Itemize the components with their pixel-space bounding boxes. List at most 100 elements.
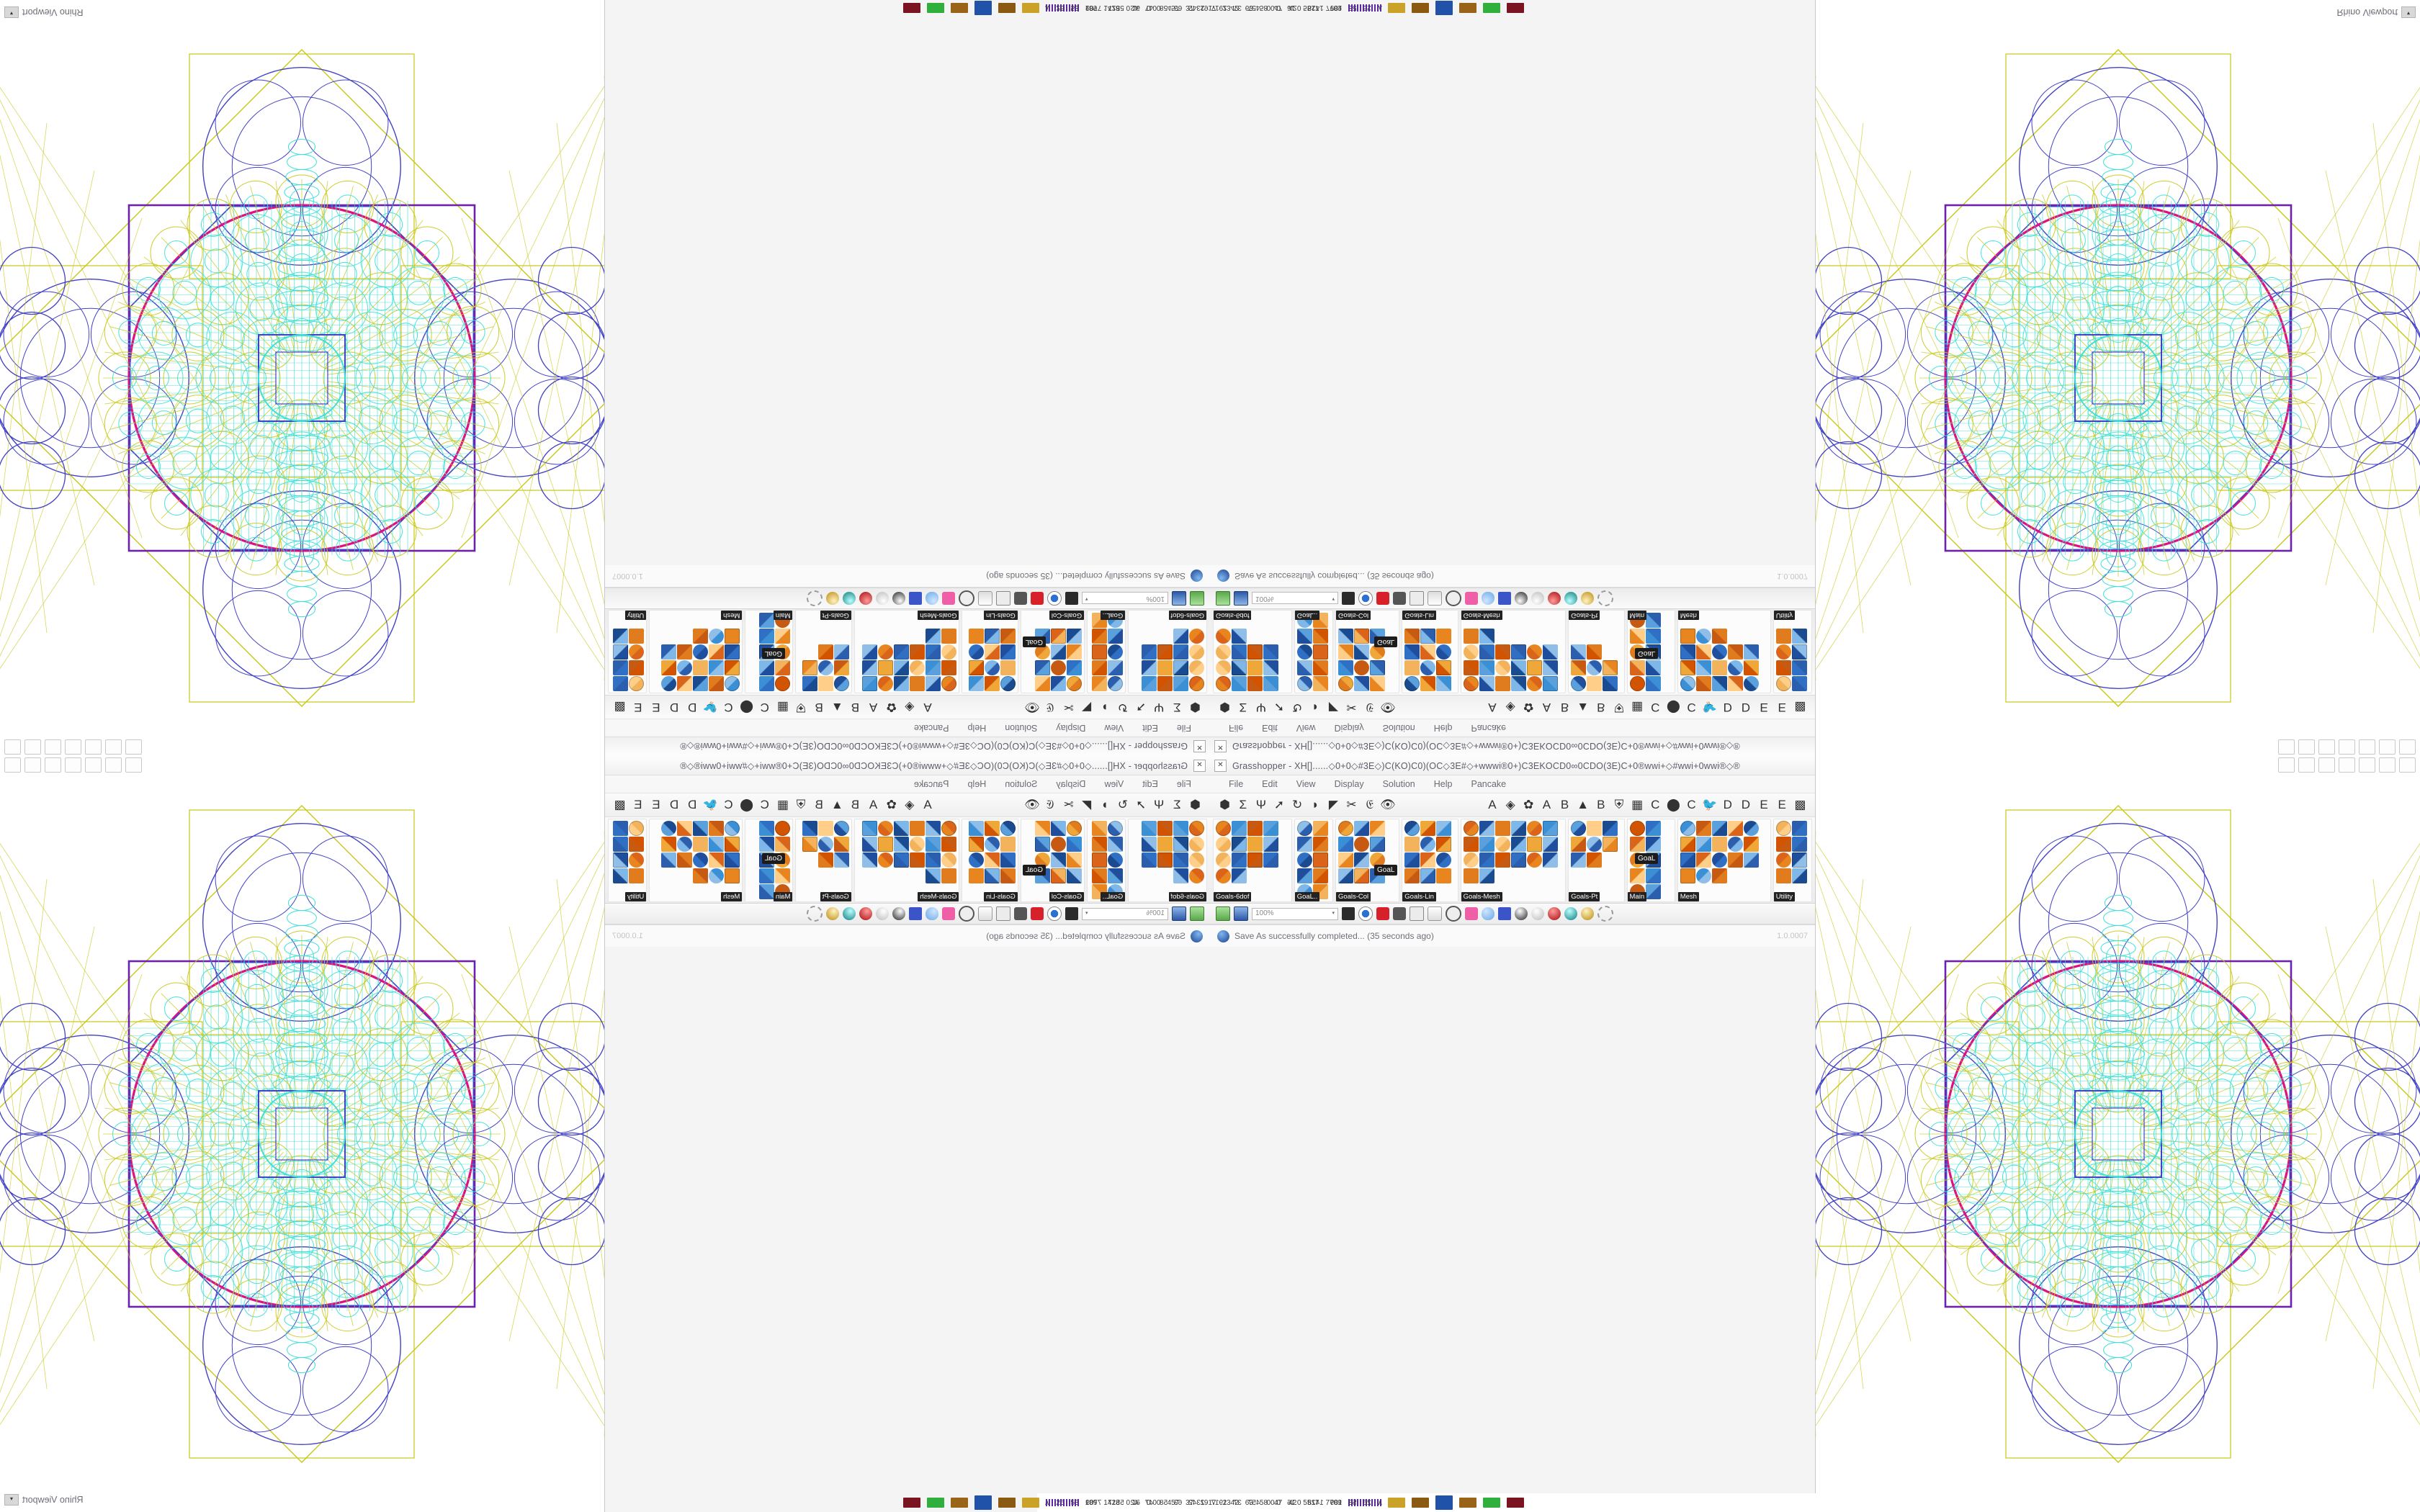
component-icon[interactable]	[1526, 676, 1542, 691]
component-tab-glyph[interactable]: C	[1651, 701, 1660, 714]
component-icon[interactable]	[1680, 821, 1695, 836]
component-tab-glyph[interactable]: ✿	[1523, 701, 1534, 714]
caret-icon[interactable]: ∧	[1044, 4, 1050, 12]
component-icon[interactable]	[1173, 644, 1188, 660]
component-tab-glyph[interactable]: E	[1778, 701, 1786, 714]
component-icon[interactable]	[709, 644, 725, 660]
component-icon[interactable]	[878, 852, 894, 868]
component-icon[interactable]	[1645, 613, 1661, 628]
component-icon[interactable]	[1680, 644, 1695, 660]
component-icon[interactable]	[1711, 629, 1727, 644]
component-icon[interactable]	[725, 660, 740, 675]
component-icon[interactable]	[1743, 676, 1759, 691]
preview-shaded-icon[interactable]	[1515, 592, 1528, 605]
save-file-icon[interactable]	[1172, 591, 1186, 606]
component-icon[interactable]	[1727, 821, 1743, 836]
component-icon[interactable]	[1775, 837, 1791, 852]
component-icon[interactable]	[1494, 660, 1510, 675]
component-tab-glyph[interactable]: C	[760, 798, 769, 811]
component-tab-glyph[interactable]: A	[869, 701, 878, 714]
component-icon[interactable]	[1263, 644, 1278, 660]
component-icon[interactable]	[1436, 852, 1452, 868]
component-icon[interactable]	[1108, 629, 1124, 644]
component-icon[interactable]	[1436, 660, 1452, 675]
help-icon[interactable]	[1465, 907, 1478, 920]
component-tab-glyph[interactable]: Σ	[1173, 701, 1181, 714]
component-icon[interactable]	[709, 837, 725, 852]
help-icon[interactable]	[942, 907, 955, 920]
component-icon[interactable]	[1494, 644, 1510, 660]
cluster-icon[interactable]	[909, 907, 922, 920]
component-tab-glyph[interactable]: ▦	[776, 701, 789, 714]
component-tab-glyph[interactable]: 𝔈	[1047, 798, 1054, 811]
component-icon[interactable]	[1157, 644, 1173, 660]
component-icon[interactable]	[775, 868, 791, 883]
menu-item-file[interactable]: File	[1229, 723, 1244, 733]
component-icon[interactable]	[1775, 629, 1791, 644]
component-icon[interactable]	[1216, 868, 1231, 883]
component-icon[interactable]	[1312, 660, 1328, 675]
component-icon[interactable]	[1296, 676, 1312, 691]
ribbon-group-label[interactable]: Main	[1627, 892, 1647, 901]
component-icon[interactable]	[1108, 660, 1124, 675]
component-icon[interactable]	[1232, 660, 1247, 675]
component-icon[interactable]	[677, 852, 693, 868]
component-icon[interactable]	[1173, 821, 1188, 836]
component-icon[interactable]	[1420, 629, 1436, 644]
component-icon[interactable]	[1067, 676, 1083, 691]
bake-icon[interactable]	[1031, 907, 1044, 920]
component-icon[interactable]	[1571, 852, 1587, 868]
ribbon-group-label[interactable]: Goals-Pt	[820, 611, 851, 620]
component-icon[interactable]	[725, 852, 740, 868]
ribbon-group-label[interactable]: Goals-Pt	[1569, 892, 1600, 901]
component-icon[interactable]	[693, 852, 709, 868]
component-icon[interactable]	[894, 837, 910, 852]
component-icon[interactable]	[862, 660, 878, 675]
component-tab-glyph[interactable]: B	[815, 798, 823, 811]
component-icon[interactable]	[613, 644, 629, 660]
component-tab-glyph[interactable]: ✿	[886, 798, 897, 811]
component-icon[interactable]	[1463, 821, 1479, 836]
component-icon[interactable]	[1051, 629, 1067, 644]
component-icon[interactable]	[1312, 629, 1328, 644]
component-icon[interactable]	[1353, 837, 1369, 852]
profiler-icon[interactable]	[1014, 907, 1027, 920]
component-tab-glyph[interactable]: ⬢	[1190, 701, 1201, 714]
component-icon[interactable]	[1680, 629, 1695, 644]
ribbon-group-label[interactable]: Goals-Mesh	[918, 611, 959, 620]
component-icon[interactable]	[833, 852, 849, 868]
component-icon[interactable]	[1232, 644, 1247, 660]
component-icon[interactable]	[1404, 676, 1420, 691]
component-icon[interactable]	[1542, 676, 1558, 691]
component-icon[interactable]	[725, 821, 740, 836]
component-icon[interactable]	[1000, 676, 1016, 691]
component-icon[interactable]	[661, 852, 677, 868]
selection-icon[interactable]	[807, 906, 823, 922]
component-icon[interactable]	[984, 629, 1000, 644]
component-icon[interactable]	[677, 676, 693, 691]
component-tab-glyph[interactable]: D	[1723, 798, 1732, 811]
component-tab-glyph[interactable]: 👁	[1380, 798, 1396, 811]
ribbon-group-label[interactable]: Goals-Mesh	[1461, 611, 1502, 620]
component-icon[interactable]	[1092, 852, 1108, 868]
component-icon[interactable]	[926, 660, 941, 675]
zoom-extents-icon[interactable]	[1065, 907, 1078, 920]
component-icon[interactable]	[910, 852, 926, 868]
component-icon[interactable]	[1232, 837, 1247, 852]
component-tab-glyph[interactable]: ◈	[905, 701, 915, 714]
menu-item-file[interactable]: File	[1176, 723, 1191, 733]
preview-gold-icon[interactable]	[1581, 907, 1594, 920]
component-icon[interactable]	[1695, 660, 1711, 675]
zoom-extents-icon[interactable]	[1342, 907, 1355, 920]
component-icon[interactable]	[1142, 821, 1157, 836]
component-tab-glyph[interactable]: ↻	[1117, 798, 1128, 811]
component-tab-glyph[interactable]: ▲	[830, 701, 843, 714]
selection-icon[interactable]	[807, 590, 823, 606]
component-icon[interactable]	[1526, 660, 1542, 675]
component-icon[interactable]	[1232, 676, 1247, 691]
component-tab-glyph[interactable]: ⬢	[1219, 798, 1230, 811]
zoom-extents-icon[interactable]	[1342, 592, 1355, 605]
component-icon[interactable]	[1775, 852, 1791, 868]
ribbon-group-label[interactable]: Goals-Mesh	[1461, 892, 1502, 901]
preview-eye-icon[interactable]	[1047, 591, 1062, 606]
